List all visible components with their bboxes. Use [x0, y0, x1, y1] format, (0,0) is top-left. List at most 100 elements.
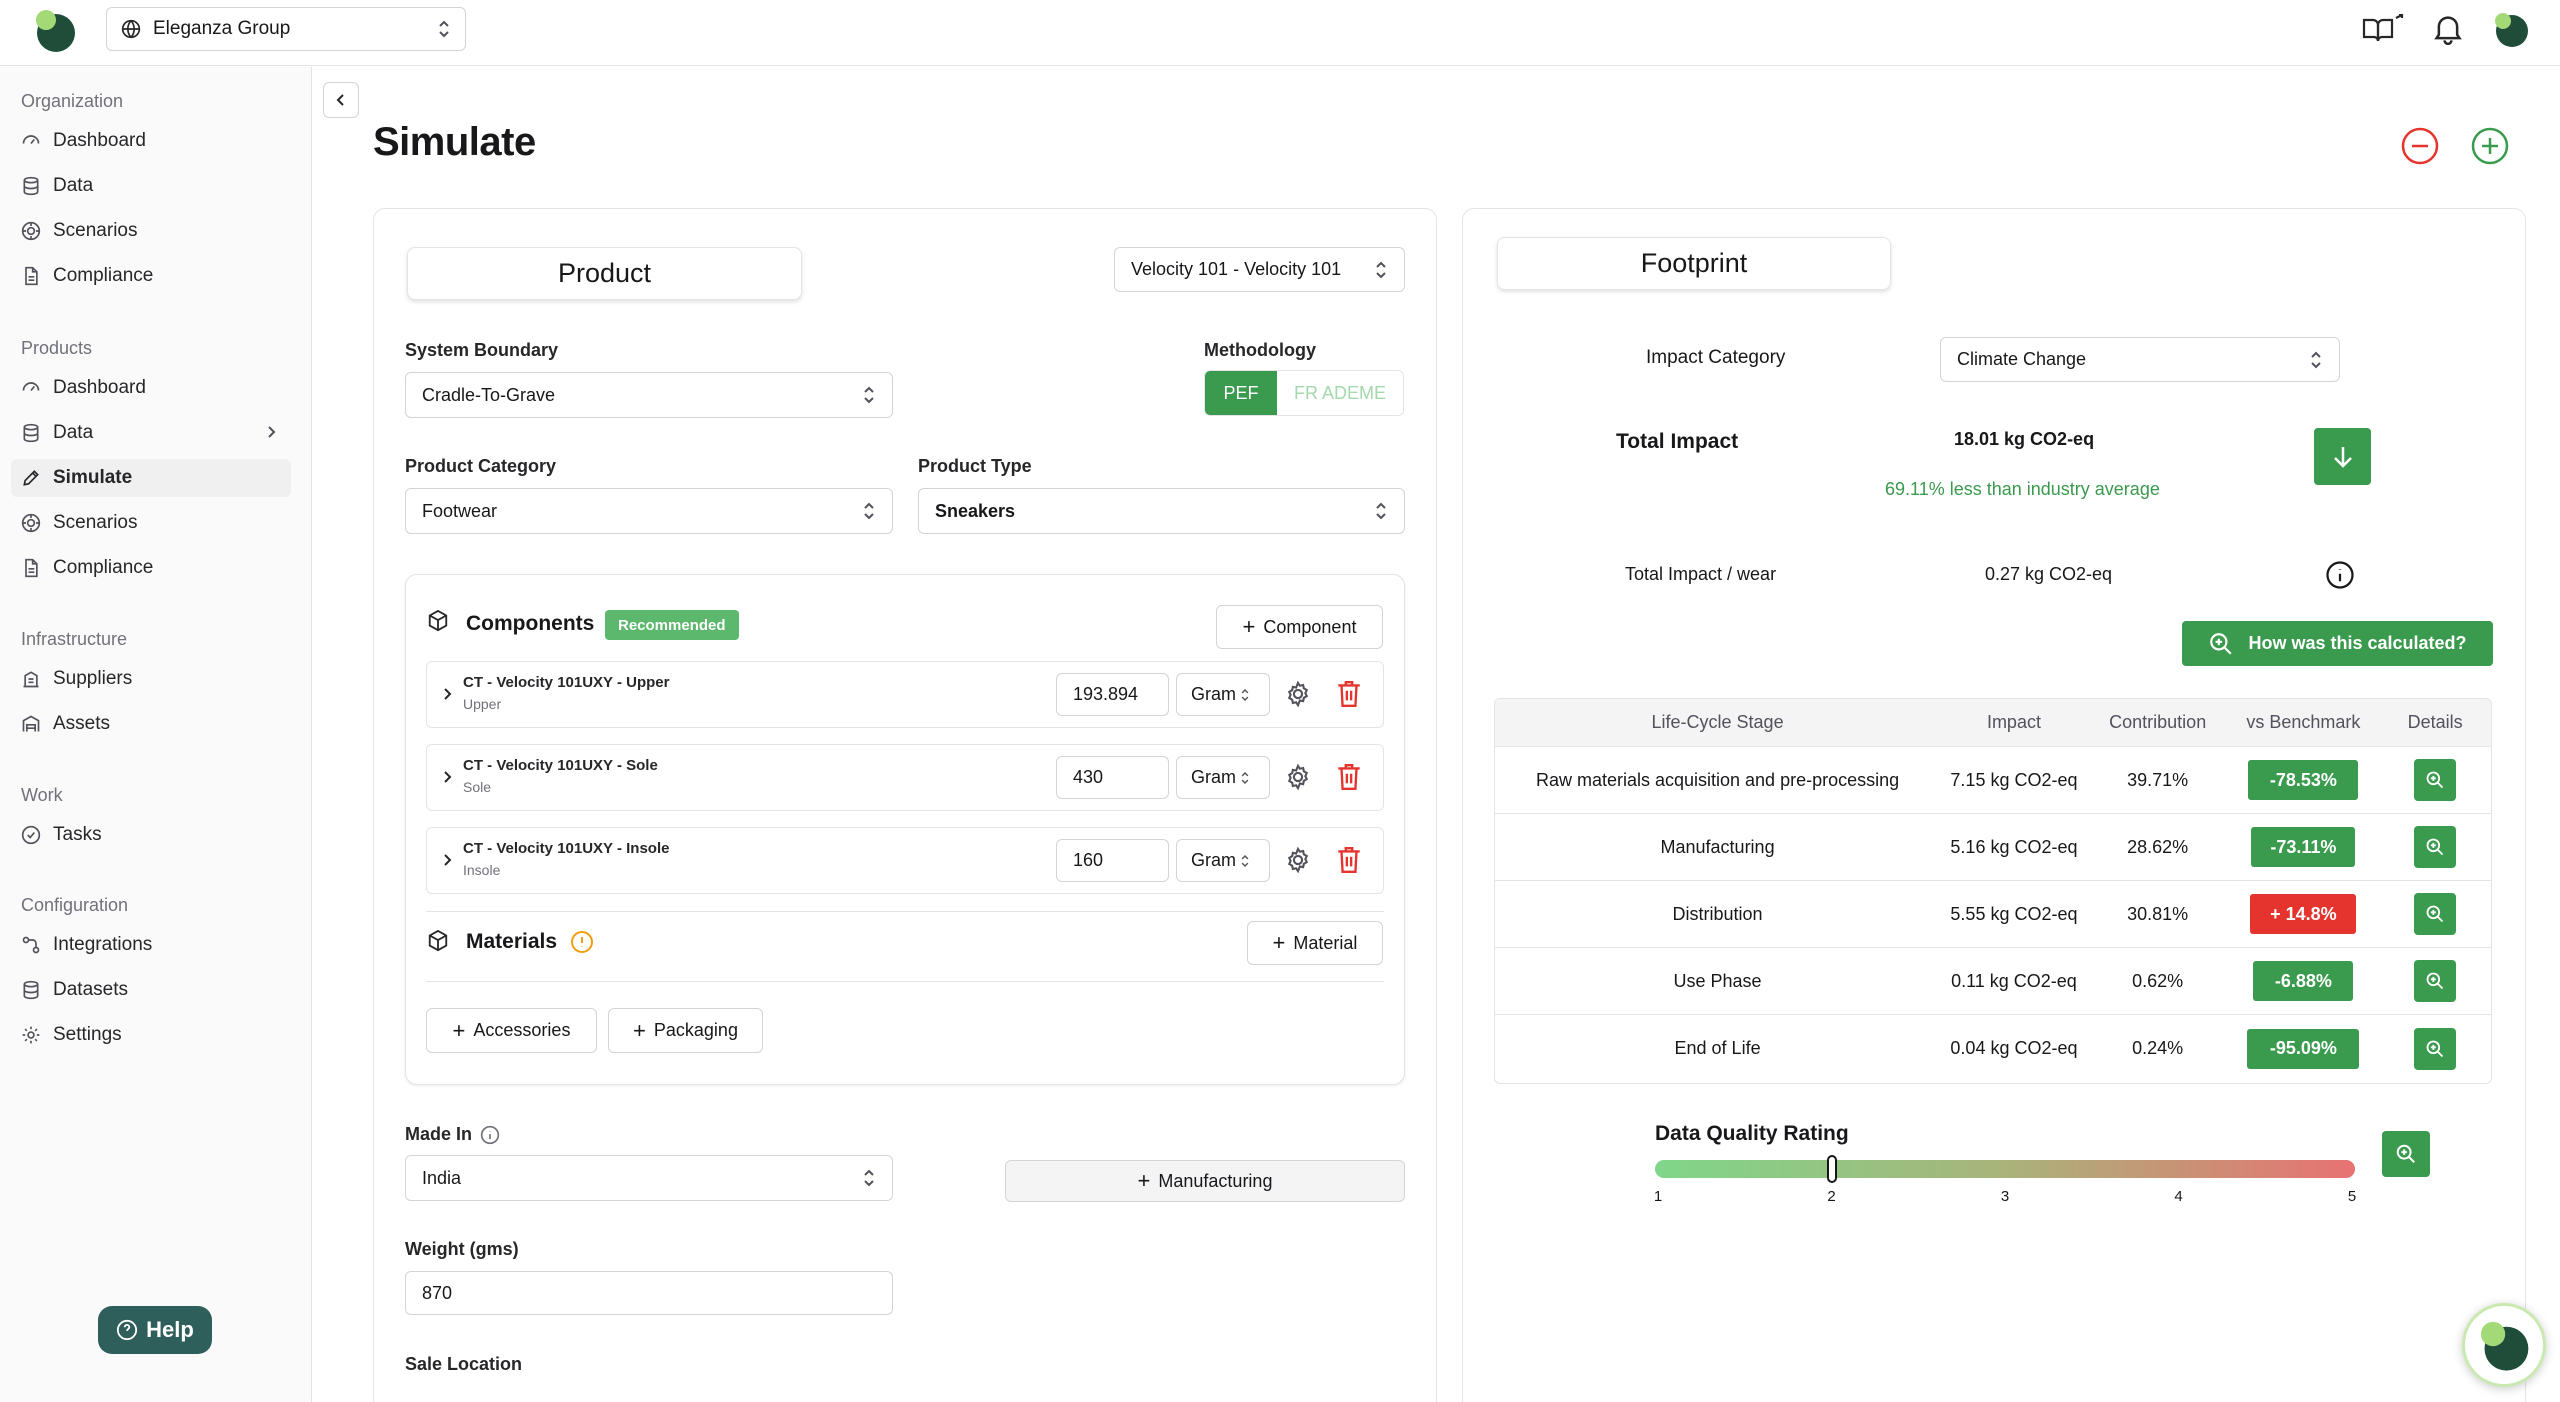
details-button[interactable]	[2414, 826, 2457, 868]
table-row: Distribution 5.55 kg CO2-eq 30.81% + 14.…	[1495, 881, 2491, 948]
made-in-value: India	[422, 1167, 462, 1188]
add-component-button[interactable]: + Component	[1216, 605, 1383, 649]
sidebar-item-org-scenarios[interactable]: Scenarios	[11, 212, 291, 250]
remove-simulation-button[interactable]	[2400, 126, 2440, 166]
sidebar-item-org-dashboard[interactable]: Dashboard	[11, 122, 291, 160]
component-quantity-input[interactable]: 430	[1056, 756, 1169, 799]
component-part: Upper	[463, 696, 502, 712]
sidebar-item-label: Integrations	[53, 934, 153, 955]
total-impact-value: 18.01 kg CO2-eq	[1954, 429, 2095, 449]
page-title: Simulate	[373, 120, 536, 164]
chevron-updown-icon	[439, 20, 449, 38]
add-packaging-button[interactable]: + Packaging	[608, 1008, 763, 1053]
info-icon[interactable]	[480, 1125, 500, 1145]
contribution-cell: 0.62%	[2132, 970, 2184, 991]
chevron-right-icon[interactable]	[440, 769, 454, 785]
component-part: Insole	[463, 862, 501, 878]
product-type-value: Sneakers	[935, 500, 1016, 521]
add-material-button[interactable]: + Material	[1247, 921, 1383, 965]
sidebar-item-settings[interactable]: Settings	[11, 1016, 291, 1054]
made-in-select[interactable]: India	[405, 1155, 893, 1201]
dqr-tick-label: 3	[2000, 1188, 2010, 1205]
details-button[interactable]	[2414, 960, 2457, 1002]
add-simulation-button[interactable]	[2470, 126, 2510, 166]
add-accessories-button[interactable]: + Accessories	[426, 1008, 597, 1053]
methodology-option-fr-ademe[interactable]: FR ADEME	[1277, 371, 1403, 415]
impact-category-select[interactable]: Climate Change	[1940, 337, 2340, 382]
add-manufacturing-button[interactable]: + Manufacturing	[1005, 1160, 1405, 1202]
database-icon	[23, 176, 39, 196]
check-circle-icon	[21, 825, 41, 845]
methodology-option-pef[interactable]: PEF	[1205, 371, 1277, 415]
impact-category-value: Climate Change	[1957, 349, 2087, 369]
component-name: CT - Velocity 101UXY - Insole	[463, 840, 670, 857]
sidebar-item-suppliers[interactable]: Suppliers	[11, 660, 291, 698]
zoom-in-icon	[2426, 838, 2444, 856]
tab-footprint[interactable]: Footprint	[1497, 237, 1891, 290]
plus-circle-icon	[2471, 127, 2509, 165]
component-quantity-input[interactable]: 160	[1056, 839, 1169, 882]
details-button[interactable]	[2414, 1027, 2457, 1070]
sidebar-item-datasets[interactable]: Datasets	[11, 971, 291, 1009]
chevron-right-icon[interactable]	[440, 686, 454, 702]
trash-icon[interactable]	[1336, 679, 1362, 709]
sidebar-item-products-scenarios[interactable]: Scenarios	[11, 504, 291, 542]
details-button[interactable]	[2414, 893, 2457, 935]
dqr-tick-label: 2	[1827, 1188, 1836, 1205]
docs-link-icon[interactable]	[2362, 14, 2404, 44]
sidebar-item-assets[interactable]: Assets	[11, 705, 291, 743]
sidebar-item-products-data[interactable]: Data	[11, 414, 291, 452]
info-icon[interactable]	[2325, 560, 2355, 590]
column-header: Life-Cycle Stage	[1651, 712, 1784, 732]
sidebar-item-label: Simulate	[53, 467, 133, 488]
dqr-tick-label: 5	[2347, 1188, 2357, 1205]
dqr-slider-handle[interactable]	[1826, 1155, 1837, 1183]
component-settings-icon[interactable]	[1284, 680, 1312, 708]
sidebar-item-products-dashboard[interactable]: Dashboard	[11, 369, 291, 407]
sidebar-item-simulate[interactable]: Simulate	[11, 459, 291, 497]
user-avatar[interactable]	[2492, 10, 2530, 48]
sidebar-item-integrations[interactable]: Integrations	[11, 926, 291, 964]
organization-select[interactable]: Eleganza Group	[106, 7, 466, 51]
column-header: vs Benchmark	[2246, 712, 2361, 732]
component-settings-icon[interactable]	[1284, 763, 1312, 791]
app-logo[interactable]	[32, 6, 78, 52]
help-label: Help	[146, 1317, 194, 1342]
component-settings-icon[interactable]	[1284, 846, 1312, 874]
help-button[interactable]: Help	[98, 1306, 212, 1354]
component-quantity-input[interactable]: 193.894	[1056, 673, 1169, 716]
component-unit-select[interactable]: Gram	[1176, 756, 1270, 799]
document-icon	[25, 558, 38, 578]
weight-input[interactable]: 870	[405, 1271, 893, 1315]
sidebar-item-label: Datasets	[53, 979, 128, 1000]
product-category-select[interactable]: Footwear	[405, 488, 893, 534]
sidebar-item-products-compliance[interactable]: Compliance	[11, 549, 291, 587]
sidebar-item-tasks[interactable]: Tasks	[11, 816, 291, 854]
benchmark-badge: -6.88%	[2253, 961, 2354, 1001]
product-type-select[interactable]: Sneakers	[918, 488, 1405, 534]
plus-icon: +	[633, 1017, 646, 1043]
assistant-launcher[interactable]	[2462, 1303, 2546, 1387]
bell-icon[interactable]	[2434, 13, 2462, 45]
sidebar-item-org-compliance[interactable]: Compliance	[11, 257, 291, 295]
zoom-in-icon	[2426, 972, 2444, 990]
trash-icon[interactable]	[1336, 762, 1362, 792]
sidebar-item-org-data[interactable]: Data	[11, 167, 291, 205]
trash-icon[interactable]	[1336, 845, 1362, 875]
benchmark-badge: -95.09%	[2247, 1028, 2360, 1069]
component-unit-select[interactable]: Gram	[1176, 673, 1270, 716]
how-calculated-button[interactable]: How was this calculated?	[2182, 621, 2493, 666]
benchmark-badge: -73.11%	[2251, 827, 2356, 867]
component-unit-select[interactable]: Gram	[1176, 839, 1270, 882]
system-boundary-select[interactable]: Cradle-To-Grave	[405, 372, 893, 418]
product-select[interactable]: Velocity 101 - Velocity 101	[1114, 247, 1405, 292]
component-unit-value: Gram	[1191, 850, 1236, 870]
collapse-sidebar-button[interactable]	[323, 82, 359, 118]
sidebar-section-title: Products	[21, 338, 93, 358]
tab-product[interactable]: Product	[407, 247, 802, 300]
zoom-in-icon	[2426, 771, 2444, 789]
details-button[interactable]	[2414, 759, 2457, 801]
chevron-right-icon[interactable]	[440, 852, 454, 868]
impact-category-label: Impact Category	[1646, 347, 1786, 368]
dqr-details-button[interactable]	[2382, 1131, 2430, 1177]
